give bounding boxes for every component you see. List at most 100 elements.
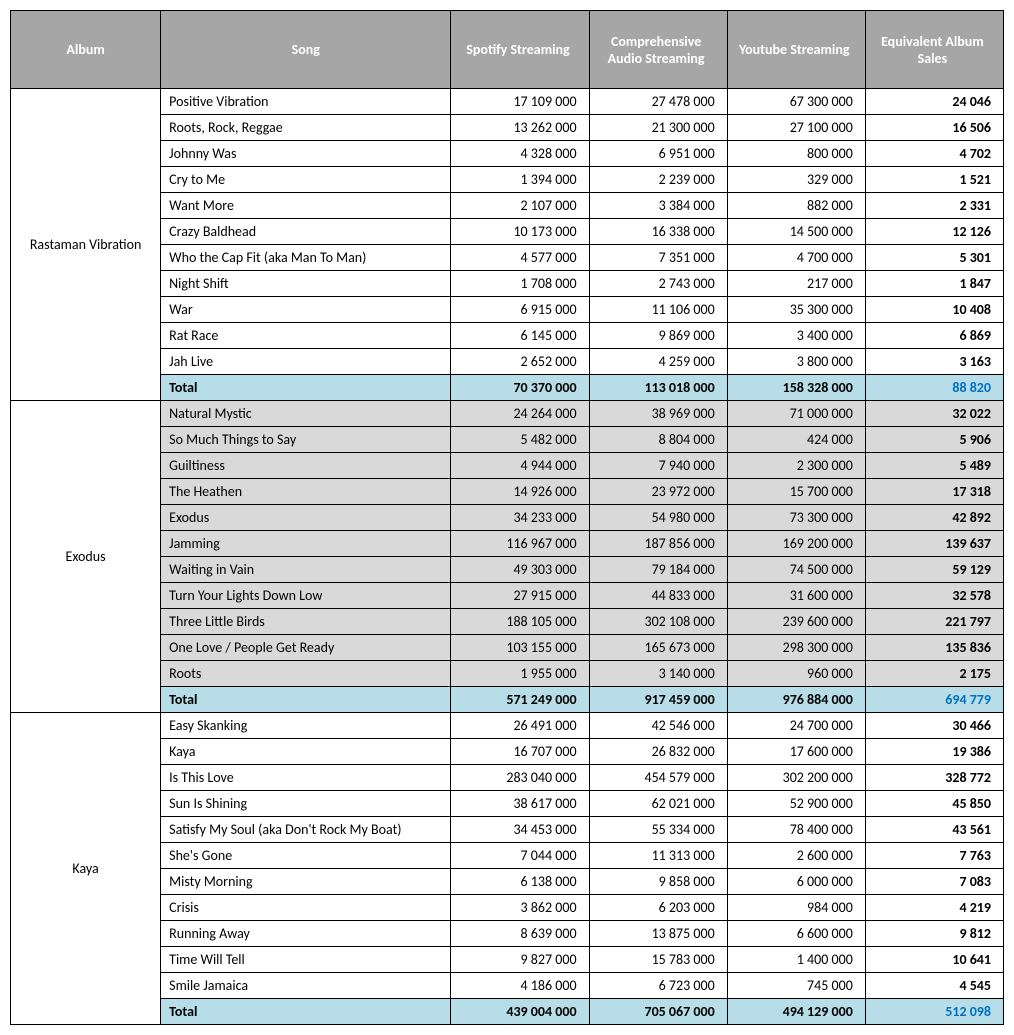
spotify-cell: 6 145 000 [451,323,589,349]
youtube-cell: 14 500 000 [727,219,865,245]
eas-cell: 2 331 [865,193,1003,219]
comprehensive-cell: 13 875 000 [589,921,727,947]
eas-cell: 3 163 [865,349,1003,375]
song-cell: So Much Things to Say [161,427,451,453]
table-row: KayaEasy Skanking26 491 00042 546 00024 … [11,713,1004,739]
eas-cell: 16 506 [865,115,1003,141]
spotify-cell: 188 105 000 [451,609,589,635]
total-eas: 512 098 [865,999,1003,1025]
song-cell: Turn Your Lights Down Low [161,583,451,609]
comprehensive-cell: 42 546 000 [589,713,727,739]
comprehensive-cell: 454 579 000 [589,765,727,791]
spotify-cell: 34 453 000 [451,817,589,843]
youtube-cell: 73 300 000 [727,505,865,531]
comprehensive-cell: 9 858 000 [589,869,727,895]
comprehensive-cell: 21 300 000 [589,115,727,141]
spotify-cell: 26 491 000 [451,713,589,739]
comprehensive-cell: 6 203 000 [589,895,727,921]
youtube-cell: 67 300 000 [727,89,865,115]
youtube-cell: 4 700 000 [727,245,865,271]
spotify-cell: 2 652 000 [451,349,589,375]
song-cell: Natural Mystic [161,401,451,427]
youtube-cell: 1 400 000 [727,947,865,973]
youtube-cell: 169 200 000 [727,531,865,557]
youtube-cell: 984 000 [727,895,865,921]
song-cell: Night Shift [161,271,451,297]
youtube-cell: 3 400 000 [727,323,865,349]
header-song: Song [161,11,451,89]
song-cell: War [161,297,451,323]
song-cell: Cry to Me [161,167,451,193]
eas-cell: 221 797 [865,609,1003,635]
total-eas: 88 820 [865,375,1003,401]
album-cell: Rastaman Vibration [11,89,161,401]
eas-cell: 4 702 [865,141,1003,167]
youtube-cell: 239 600 000 [727,609,865,635]
youtube-cell: 424 000 [727,427,865,453]
total-spotify: 571 249 000 [451,687,589,713]
comprehensive-cell: 79 184 000 [589,557,727,583]
table-row: ExodusNatural Mystic24 264 00038 969 000… [11,401,1004,427]
youtube-cell: 217 000 [727,271,865,297]
eas-cell: 24 046 [865,89,1003,115]
spotify-cell: 1 394 000 [451,167,589,193]
header-album: Album [11,11,161,89]
spotify-cell: 16 707 000 [451,739,589,765]
song-cell: Crisis [161,895,451,921]
youtube-cell: 2 300 000 [727,453,865,479]
eas-cell: 10 408 [865,297,1003,323]
total-youtube: 976 884 000 [727,687,865,713]
comprehensive-cell: 11 106 000 [589,297,727,323]
eas-cell: 45 850 [865,791,1003,817]
eas-cell: 135 836 [865,635,1003,661]
comprehensive-cell: 165 673 000 [589,635,727,661]
spotify-cell: 7 044 000 [451,843,589,869]
spotify-cell: 283 040 000 [451,765,589,791]
comprehensive-cell: 302 108 000 [589,609,727,635]
song-cell: Is This Love [161,765,451,791]
song-cell: Three Little Birds [161,609,451,635]
spotify-cell: 9 827 000 [451,947,589,973]
song-cell: Waiting in Vain [161,557,451,583]
eas-cell: 42 892 [865,505,1003,531]
comprehensive-cell: 62 021 000 [589,791,727,817]
spotify-cell: 8 639 000 [451,921,589,947]
spotify-cell: 27 915 000 [451,583,589,609]
total-spotify: 439 004 000 [451,999,589,1025]
total-label: Total [161,375,451,401]
comprehensive-cell: 23 972 000 [589,479,727,505]
spotify-cell: 17 109 000 [451,89,589,115]
comprehensive-cell: 3 384 000 [589,193,727,219]
header-comprehensive: Comprehensive Audio Streaming [589,11,727,89]
streaming-table: Album Song Spotify Streaming Comprehensi… [10,10,1004,1025]
song-cell: Satisfy My Soul (aka Don't Rock My Boat) [161,817,451,843]
song-cell: Jah Live [161,349,451,375]
comprehensive-cell: 2 239 000 [589,167,727,193]
total-eas: 694 779 [865,687,1003,713]
eas-cell: 2 175 [865,661,1003,687]
song-cell: The Heathen [161,479,451,505]
eas-cell: 10 641 [865,947,1003,973]
total-youtube: 158 328 000 [727,375,865,401]
song-cell: One Love / People Get Ready [161,635,451,661]
comprehensive-cell: 6 951 000 [589,141,727,167]
youtube-cell: 6 000 000 [727,869,865,895]
eas-cell: 1 521 [865,167,1003,193]
song-cell: Kaya [161,739,451,765]
comprehensive-cell: 2 743 000 [589,271,727,297]
eas-cell: 5 301 [865,245,1003,271]
total-comprehensive: 917 459 000 [589,687,727,713]
song-cell: Jamming [161,531,451,557]
comprehensive-cell: 4 259 000 [589,349,727,375]
song-cell: Running Away [161,921,451,947]
spotify-cell: 10 173 000 [451,219,589,245]
spotify-cell: 6 138 000 [451,869,589,895]
song-cell: Exodus [161,505,451,531]
table-row: Rastaman VibrationPositive Vibration17 1… [11,89,1004,115]
youtube-cell: 35 300 000 [727,297,865,323]
comprehensive-cell: 54 980 000 [589,505,727,531]
eas-cell: 32 578 [865,583,1003,609]
eas-cell: 5 489 [865,453,1003,479]
song-cell: Who the Cap Fit (aka Man To Man) [161,245,451,271]
comprehensive-cell: 8 804 000 [589,427,727,453]
